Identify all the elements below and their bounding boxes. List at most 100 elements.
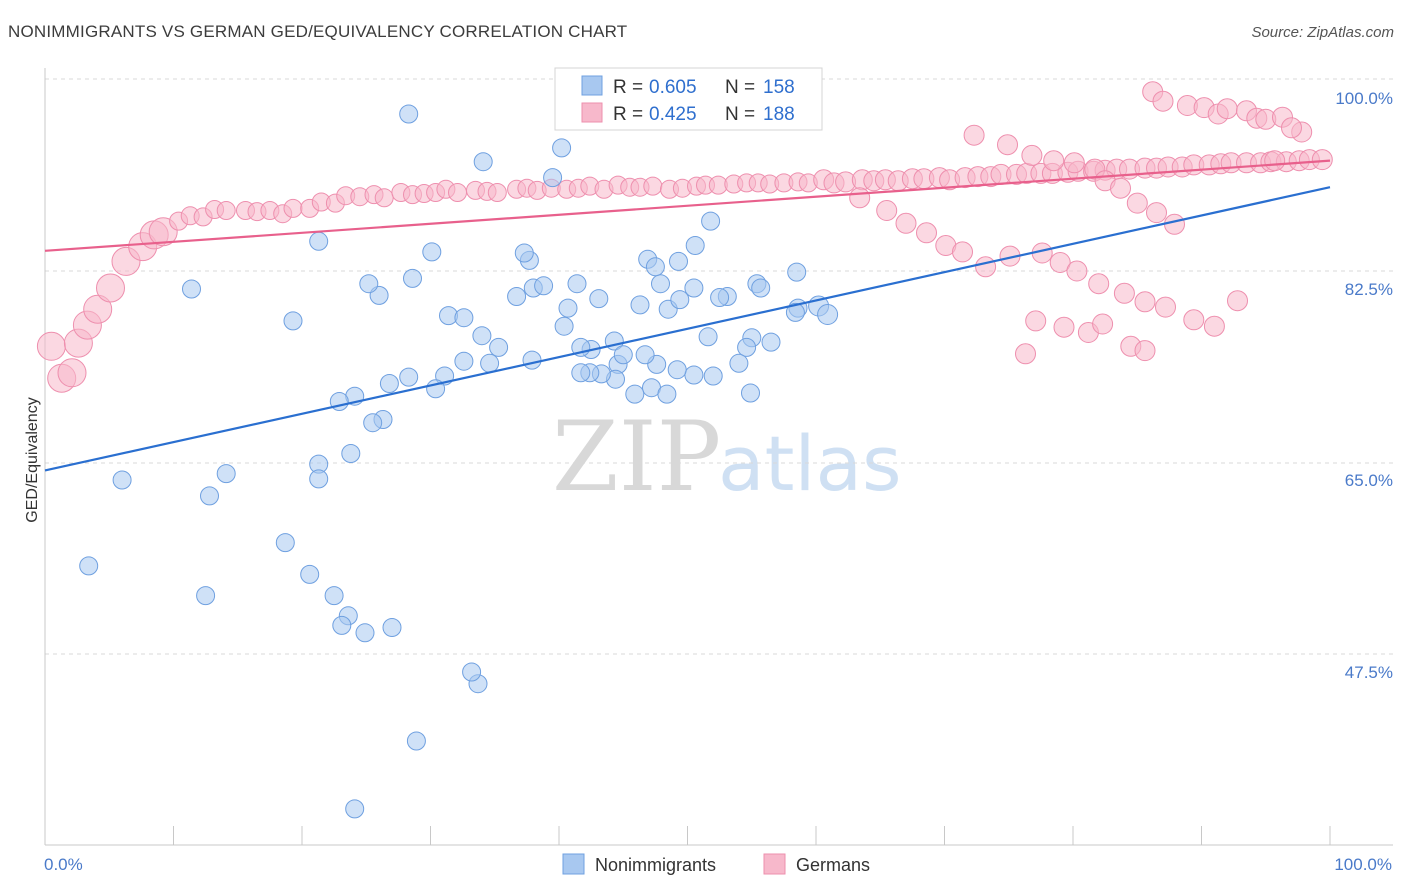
german-point-141: [1203, 315, 1225, 337]
nonimmigrant-point-77: [341, 444, 361, 463]
german-point-148: [1015, 343, 1036, 365]
nonimmigrant-point-36: [645, 257, 665, 277]
nonimmigrant-point-39: [698, 327, 718, 347]
german-point-6: [96, 273, 125, 303]
y-tick-label-2: 82.5%: [1345, 280, 1393, 299]
y-tick-label-3: 100.0%: [1335, 89, 1393, 108]
nonimmigrant-point-43: [751, 278, 771, 298]
german-point-131: [975, 256, 997, 278]
nonimmigrant-point-89: [406, 731, 426, 751]
nonimmigrant-point-95: [462, 662, 482, 682]
german-point-122: [1126, 192, 1148, 214]
german-point-116: [1021, 144, 1043, 166]
nonimmigrant-point-76: [363, 413, 383, 433]
german-point-134: [1049, 252, 1071, 273]
bottom-legend-label-nonimmigrants: Nonimmigrants: [595, 855, 716, 875]
german-point-114: [963, 124, 985, 146]
nonimmigrant-point-93: [332, 615, 352, 635]
nonimmigrant-point-4: [309, 231, 329, 251]
legend-n-value-1: 158: [763, 77, 795, 98]
nonimmigrant-point-87: [382, 618, 402, 637]
legend-r-label-2: R =: [613, 104, 643, 125]
germans-points: [36, 81, 1333, 393]
german-point-2: [57, 358, 87, 388]
nonimmigrant-point-3: [543, 168, 563, 188]
nonimmigrant-point-54: [729, 353, 749, 373]
trend-line-nonimmigrants: [44, 186, 1331, 472]
nonimmigrant-point-18: [558, 298, 578, 318]
german-point-139: [1155, 296, 1176, 318]
nonimmigrant-point-84: [300, 564, 320, 584]
nonimmigrant-point-16: [507, 287, 527, 306]
bottom-legend-swatch-germans: [763, 853, 786, 875]
nonimmigrant-point-56: [667, 360, 687, 380]
nonimmigrant-point-10: [359, 274, 379, 294]
legend-swatch-germans: [581, 102, 603, 123]
german-point-5: [83, 294, 113, 324]
nonimmigrant-point-92: [196, 586, 216, 606]
nonimmigrant-point-53: [741, 383, 760, 403]
german-point-15: [216, 201, 236, 220]
german-point-33: [448, 183, 467, 202]
legend-r-value-2: 0.425: [649, 104, 697, 125]
german-point-100: [1311, 149, 1333, 171]
nonimmigrant-point-90: [345, 799, 365, 819]
nonimmigrant-point-52: [703, 366, 723, 386]
x-tick-label-min: 0.0%: [44, 855, 83, 874]
german-point-130: [952, 241, 973, 263]
nonimmigrant-point-44: [787, 262, 807, 282]
nonimmigrant-point-47: [817, 304, 839, 325]
nonimmigrant-point-41: [710, 288, 730, 307]
nonimmigrant-point-22: [534, 276, 554, 296]
nonimmigrant-point-13: [472, 326, 492, 346]
german-point-112: [1281, 117, 1302, 139]
german-point-121: [1110, 177, 1131, 199]
nonimmigrant-point-8: [403, 268, 422, 288]
german-point-113: [1264, 150, 1286, 172]
german-point-125: [849, 187, 871, 209]
nonimmigrant-point-62: [571, 363, 591, 383]
nonimmigrant-point-6: [283, 311, 303, 331]
legend-n-label-1: N =: [725, 77, 755, 98]
nonimmigrants-points: [79, 104, 839, 819]
nonimmigrant-point-28: [613, 345, 633, 365]
y-tick-label-1: 65.0%: [1345, 471, 1393, 490]
source-label: Source: ZipAtlas.com: [1251, 24, 1394, 41]
german-point-135: [1066, 260, 1088, 282]
nonimmigrant-point-51: [737, 337, 757, 357]
nonimmigrant-point-35: [685, 236, 705, 255]
nonimmigrant-point-23: [589, 289, 609, 309]
nonimmigrant-point-66: [522, 350, 542, 370]
y-axis-label: GED/Equivalency: [24, 397, 41, 522]
nonimmigrant-point-71: [399, 367, 419, 387]
trend-line-germans: [44, 159, 1331, 252]
nonimmigrant-point-14: [489, 337, 509, 357]
nonimmigrant-point-29: [630, 295, 650, 315]
nonimmigrant-point-55: [684, 365, 704, 385]
chart-title: NONIMMIGRANTS VS GERMAN GED/EQUIVALENCY …: [8, 22, 628, 41]
nonimmigrant-point-82: [309, 469, 329, 489]
nonimmigrant-point-91: [79, 556, 99, 576]
watermark-zip: ZIP: [552, 401, 721, 513]
german-point-118: [1063, 152, 1085, 174]
bottom-legend-swatch-nonimmigrants: [562, 853, 585, 875]
nonimmigrant-point-85: [324, 586, 344, 606]
german-point-127: [895, 212, 917, 234]
nonimmigrant-point-31: [651, 274, 670, 294]
bottom-legend-label-germans: Germans: [796, 855, 870, 875]
nonimmigrant-point-67: [480, 353, 500, 373]
german-point-142: [1227, 290, 1248, 312]
trend-lines: [44, 159, 1331, 472]
nonimmigrant-point-48: [785, 302, 805, 322]
nonimmigrant-point-37: [670, 290, 690, 310]
german-point-102: [1152, 90, 1174, 112]
german-point-138: [1134, 291, 1156, 313]
nonimmigrant-point-38: [684, 278, 704, 298]
german-point-0: [36, 331, 66, 361]
german-point-143: [1025, 310, 1047, 332]
german-point-115: [997, 134, 1018, 156]
nonimmigrant-point-65: [657, 384, 677, 404]
german-point-48: [643, 176, 663, 196]
german-point-126: [876, 200, 898, 221]
